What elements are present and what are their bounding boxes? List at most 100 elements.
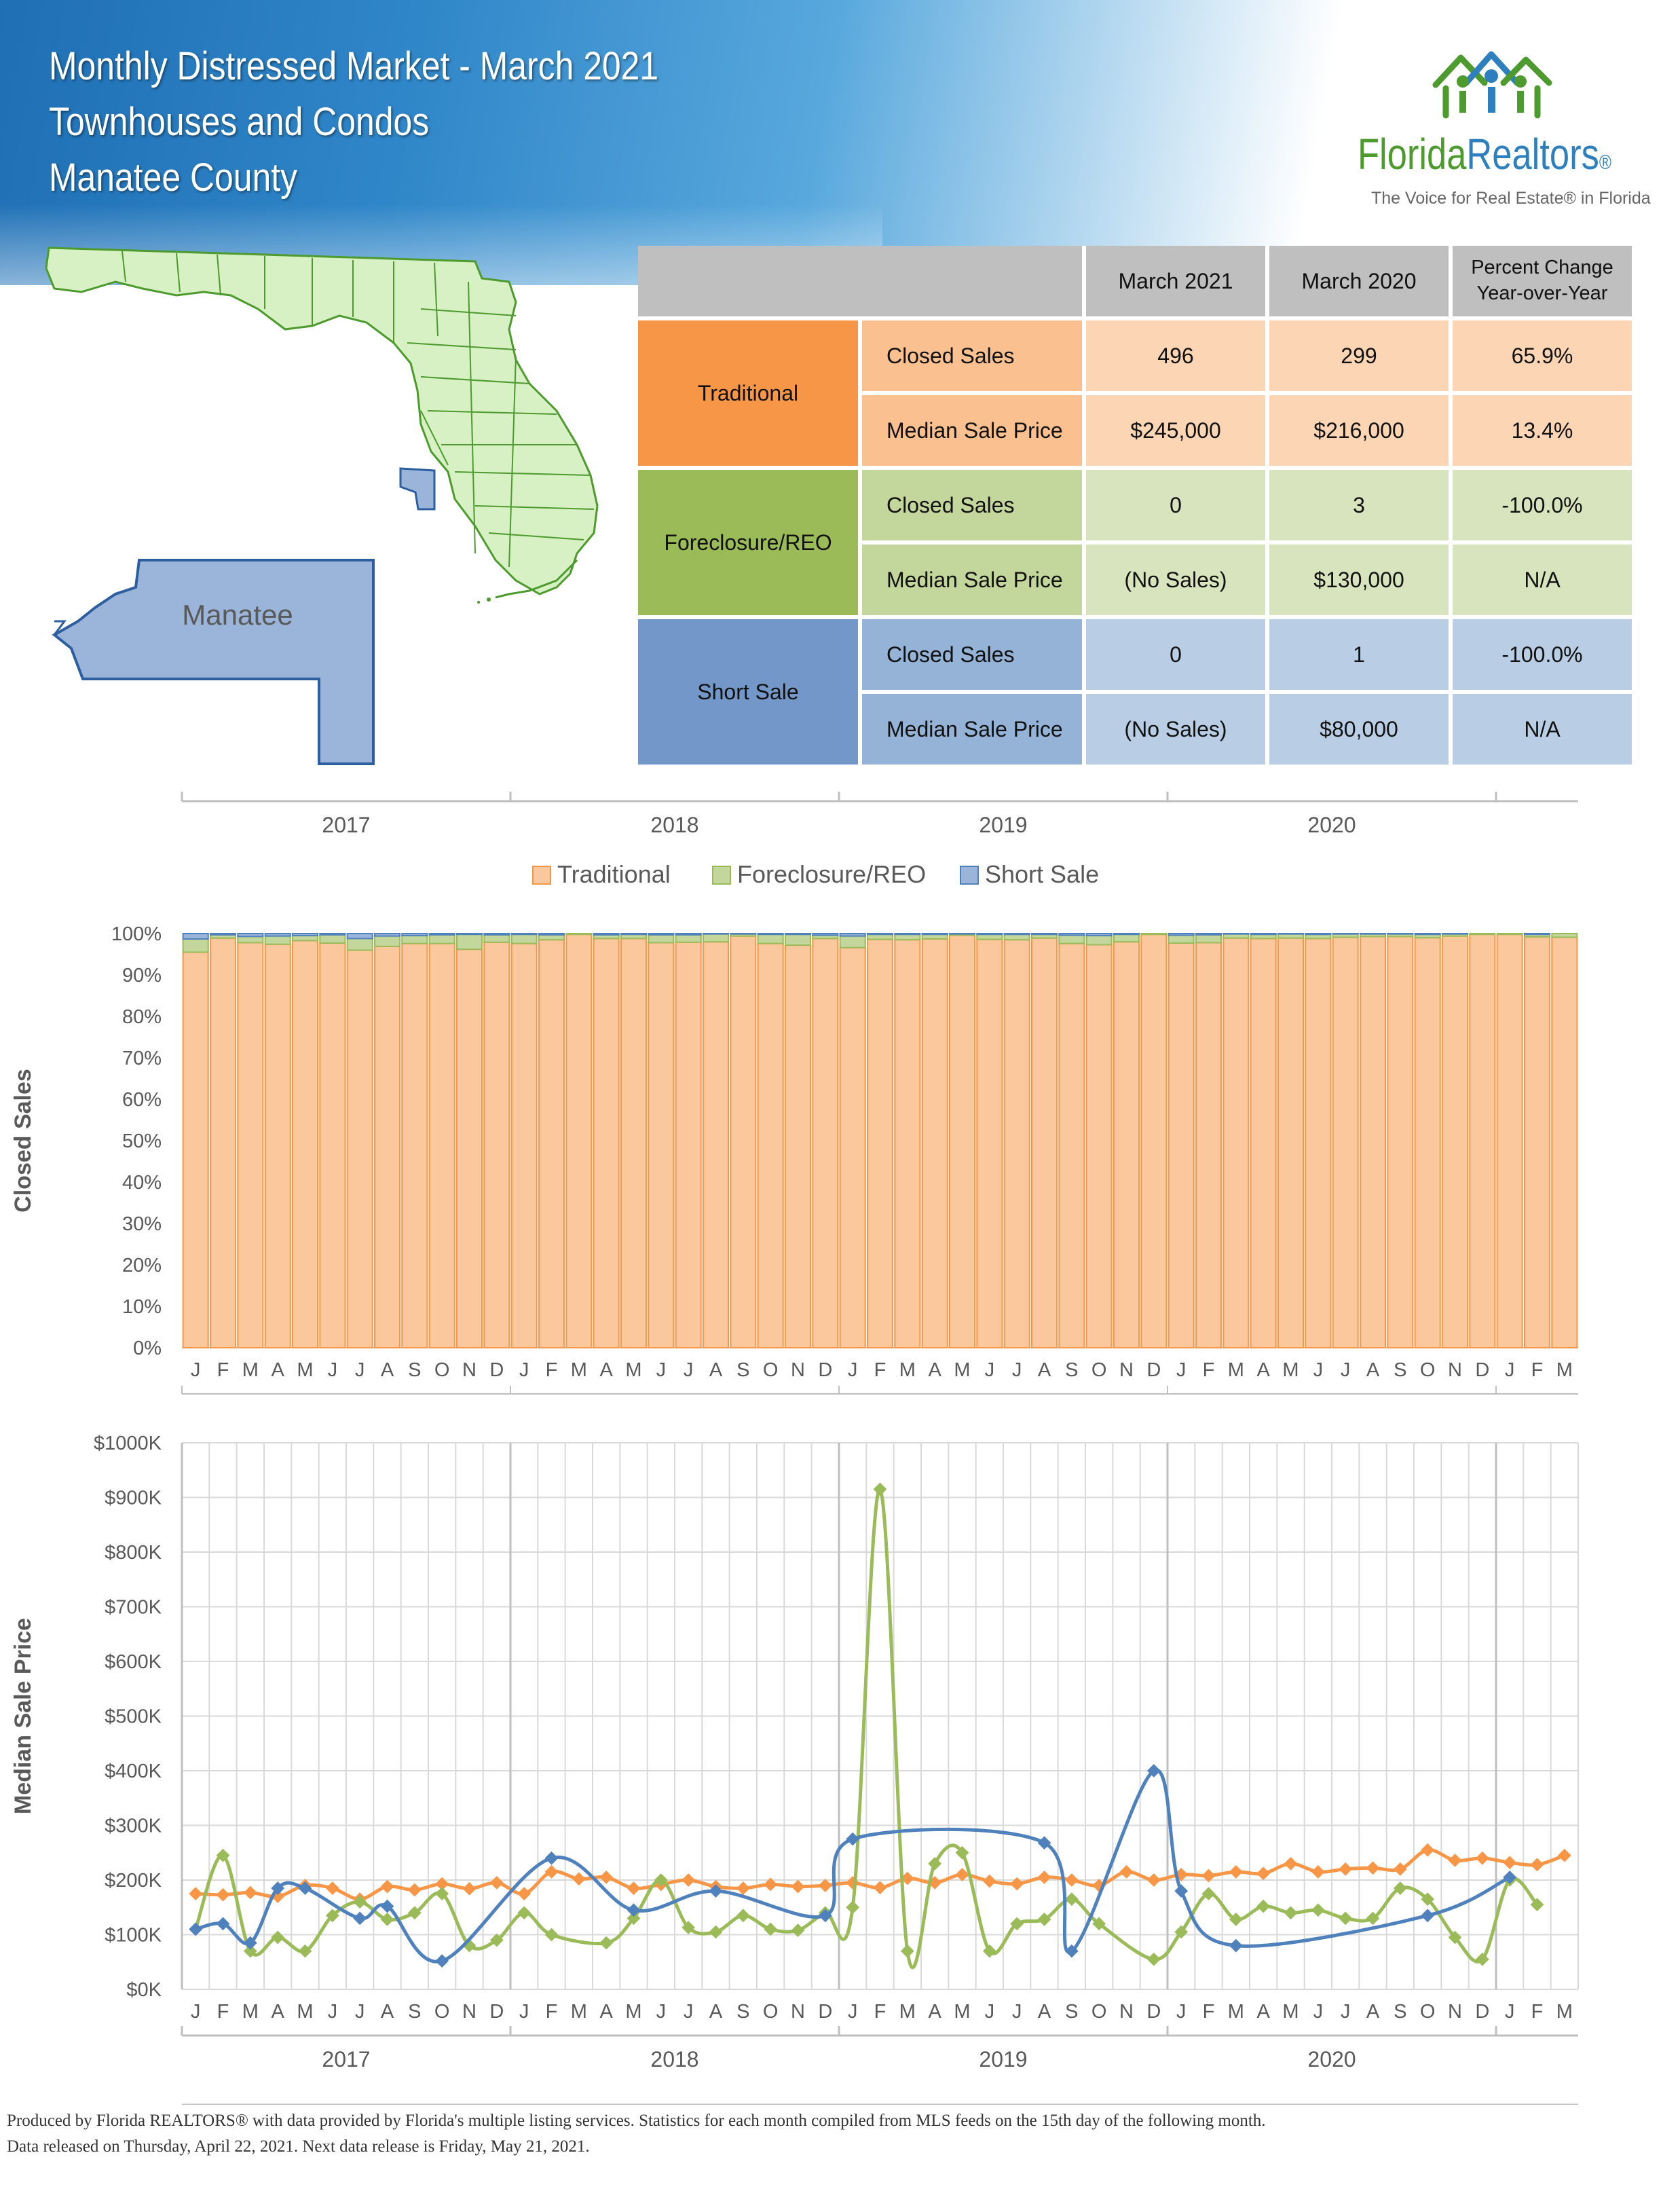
bar-traditional-37 — [1195, 942, 1222, 1349]
line-point-foreclosure-reo-3 — [271, 1930, 285, 1945]
line-point-foreclosure-reo-45 — [1475, 1952, 1489, 1966]
line-point-short-sale-13 — [1037, 1836, 1051, 1850]
line-x-month-label-31: A — [1038, 2001, 1051, 2023]
line-point-traditional-41 — [1311, 1865, 1325, 1879]
bar-foreclosure-reo-26 — [894, 934, 921, 941]
bar-x-month-label-34: N — [1119, 1359, 1134, 1381]
bar-traditional-48 — [1496, 934, 1523, 1349]
line-x-month-label-3: A — [271, 2001, 284, 2023]
bar-y-tick-50%: 50% — [122, 1130, 162, 1152]
bar-foreclosure-reo-18 — [675, 934, 702, 943]
line-point-traditional-12 — [517, 1887, 531, 1901]
bar-foreclosure-reo-24 — [839, 935, 866, 949]
bar-foreclosure-reo-30 — [1003, 934, 1030, 941]
bar-y-tick-90%: 90% — [122, 965, 162, 987]
line-point-traditional-14 — [572, 1872, 586, 1886]
bar-x-month-label-36: J — [1176, 1359, 1187, 1381]
line-point-short-sale-7 — [435, 1954, 449, 1968]
line-point-traditional-43 — [1366, 1861, 1380, 1875]
line-y-axis-title: Median Sale Price — [10, 1618, 36, 1814]
line-y-tick-$400K: $400K — [105, 1761, 162, 1782]
bar-foreclosure-reo-25 — [866, 934, 894, 940]
bar-x-month-label-7: A — [381, 1359, 394, 1381]
bar-x-month-label-17: J — [656, 1359, 667, 1381]
bar-x-month-label-1: F — [217, 1359, 229, 1381]
bar-x-month-label-31: A — [1038, 1359, 1051, 1381]
bar-x-month-label-28: M — [954, 1359, 970, 1381]
florida-realtors-logo — [1432, 51, 1552, 119]
line-x-month-label-17: J — [656, 2001, 667, 2023]
line-x-month-label-14: M — [571, 2001, 587, 2023]
line-x-month-label-12: J — [519, 2001, 529, 2023]
line-y-tick-$1000K: $1000K — [94, 1433, 162, 1454]
line-point-foreclosure-reo-27 — [955, 1845, 969, 1860]
line-point-foreclosure-reo-14 — [599, 1936, 614, 1950]
group-short-sale-label: Short Sale — [638, 619, 858, 765]
line-point-foreclosure-reo-37 — [1256, 1899, 1271, 1913]
line-point-foreclosure-reo-21 — [791, 1923, 805, 1937]
line-point-foreclosure-reo-13 — [544, 1928, 559, 1942]
line-point-short-sale-8 — [544, 1851, 559, 1865]
line-point-short-sale-2 — [243, 1936, 257, 1950]
bar-traditional-10 — [455, 949, 483, 1348]
bar-traditional-19 — [702, 941, 730, 1348]
bar-foreclosure-reo-22 — [784, 934, 812, 946]
bar-traditional-45 — [1414, 937, 1441, 1349]
bar-traditional-30 — [1003, 939, 1030, 1348]
legend-swatch-traditional — [532, 866, 551, 885]
line-point-foreclosure-reo-40 — [1339, 1911, 1353, 1926]
line-point-traditional-8 — [407, 1883, 422, 1897]
line-x-month-label-28: M — [954, 2001, 970, 2023]
line-x-month-label-22: N — [791, 2001, 805, 2023]
bar-x-month-label-3: A — [271, 1359, 284, 1381]
line-point-traditional-0 — [189, 1887, 203, 1901]
line-point-traditional-50 — [1557, 1848, 1571, 1862]
line-point-traditional-49 — [1530, 1858, 1544, 1872]
line-point-foreclosure-reo-7 — [380, 1913, 394, 1926]
line-point-short-sale-12 — [846, 1832, 860, 1846]
year-axis-bottom-label-2019: 2019 — [979, 2047, 1027, 2071]
line-x-month-label-30: J — [1012, 2001, 1022, 2023]
bar-short-sale-33 — [1085, 933, 1113, 937]
bar-y-axis-title: Closed Sales — [10, 1069, 36, 1213]
bar-x-month-label-20: S — [736, 1359, 749, 1381]
line-point-foreclosure-reo-31 — [1064, 1892, 1079, 1907]
bar-traditional-24 — [839, 946, 866, 1349]
bar-x-month-label-8: S — [408, 1359, 421, 1381]
line-x-month-label-0: J — [191, 2001, 201, 2023]
bar-x-month-label-49: F — [1531, 1359, 1544, 1381]
group-traditional-closed-sales-pct-cell: 65.9% — [1453, 320, 1632, 391]
bar-traditional-38 — [1222, 937, 1250, 1348]
year-axis-bottom-label-2017: 2017 — [322, 2047, 370, 2071]
line-point-foreclosure-reo-29 — [1010, 1917, 1024, 1931]
year-axis-top-label-2020: 2020 — [1307, 813, 1356, 837]
bar-foreclosure-reo-12 — [510, 934, 538, 944]
bar-short-sale-4 — [291, 933, 319, 937]
line-point-foreclosure-reo-16 — [654, 1873, 668, 1887]
bar-short-sale-8 — [401, 933, 428, 937]
group-traditional-median-sale-price-metric-cell: Median Sale Price — [862, 395, 1082, 466]
line-point-traditional-21 — [764, 1877, 778, 1892]
line-point-foreclosure-reo-42 — [1393, 1881, 1407, 1895]
bar-short-sale-9 — [428, 933, 455, 936]
group-short-sale-closed-sales-prev-cell: 1 — [1269, 619, 1449, 690]
group-short-sale-median-sale-price-metric-cell: Median Sale Price — [862, 694, 1082, 765]
bar-short-sale-24 — [839, 933, 866, 937]
bar-x-month-label-9: O — [434, 1359, 450, 1381]
line-point-traditional-32 — [1064, 1873, 1079, 1887]
bar-x-month-label-29: J — [985, 1359, 995, 1381]
bar-traditional-17 — [648, 942, 675, 1349]
line-x-month-label-39: A — [1256, 2001, 1270, 2023]
bar-traditional-34 — [1113, 941, 1140, 1348]
bar-short-sale-18 — [675, 933, 702, 936]
legend-swatch-foreclosure-reo — [712, 866, 731, 885]
line-point-traditional-30 — [1010, 1877, 1024, 1891]
line-x-month-label-6: J — [355, 2001, 365, 2023]
line-point-foreclosure-reo-28 — [982, 1944, 996, 1958]
group-foreclosure-reo-closed-sales-cur-cell: 0 — [1086, 470, 1265, 540]
line-point-traditional-48 — [1503, 1856, 1517, 1870]
line-point-traditional-22 — [791, 1879, 805, 1894]
logo-tagline: The Voice for Real Estate® in Florida — [1371, 189, 1651, 208]
group-traditional-closed-sales-metric-cell: Closed Sales — [862, 320, 1082, 391]
bar-traditional-39 — [1250, 938, 1277, 1348]
